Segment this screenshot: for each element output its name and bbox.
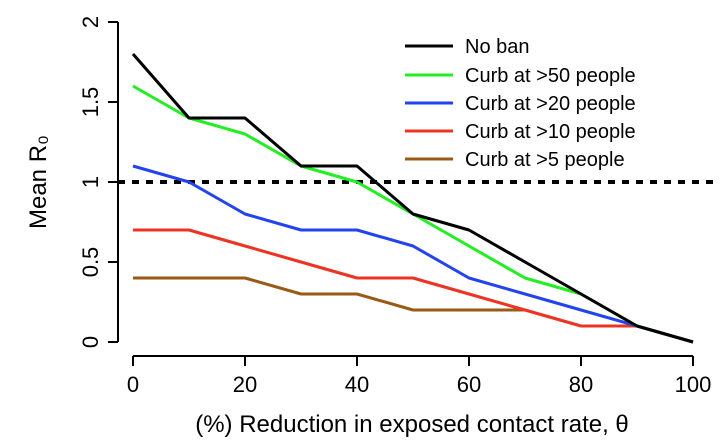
y-tick-label: 0: [78, 336, 103, 348]
series-line-curb-at-5-people: [133, 276, 525, 312]
series-line-curb-at-10-people: [133, 228, 694, 344]
x-tick-label: 80: [569, 372, 593, 397]
series-line-no-ban: [131, 53, 694, 344]
legend-label-curb-at-10-people: Curb at >10 people: [465, 121, 636, 143]
legend-label-no-ban: No ban: [465, 36, 530, 58]
x-tick-label: 20: [233, 372, 257, 397]
legend: No ban Curb at >50 people Curb at >20 peop…: [405, 36, 636, 171]
series-lines: [118, 53, 720, 344]
x-tick-label: 0: [127, 372, 139, 397]
y-tick-label: 1.5: [78, 87, 103, 118]
x-tick-label: 100: [675, 372, 712, 397]
y-tick-label: 1: [78, 176, 103, 188]
legend-label-curb-at-20-people: Curb at >20 people: [465, 93, 636, 115]
x-tick-label: 60: [457, 372, 481, 397]
legend-label-curb-at-5-people: Curb at >5 people: [465, 149, 625, 171]
series-line-curb-at-20-people: [132, 164, 694, 344]
y-tick-label: 2: [78, 16, 103, 28]
y-tick-label: 0.5: [78, 247, 103, 278]
y-axis-title: Mean R₀: [25, 135, 52, 229]
legend-label-curb-at-50-people: Curb at >50 people: [465, 65, 636, 87]
x-tick-label: 40: [345, 372, 369, 397]
axes: 0 20 40 60 80 100 0 0.5 1 1.5 2: [78, 16, 711, 397]
x-axis-title: (%) Reduction in exposed contact rate, θ: [195, 411, 629, 438]
